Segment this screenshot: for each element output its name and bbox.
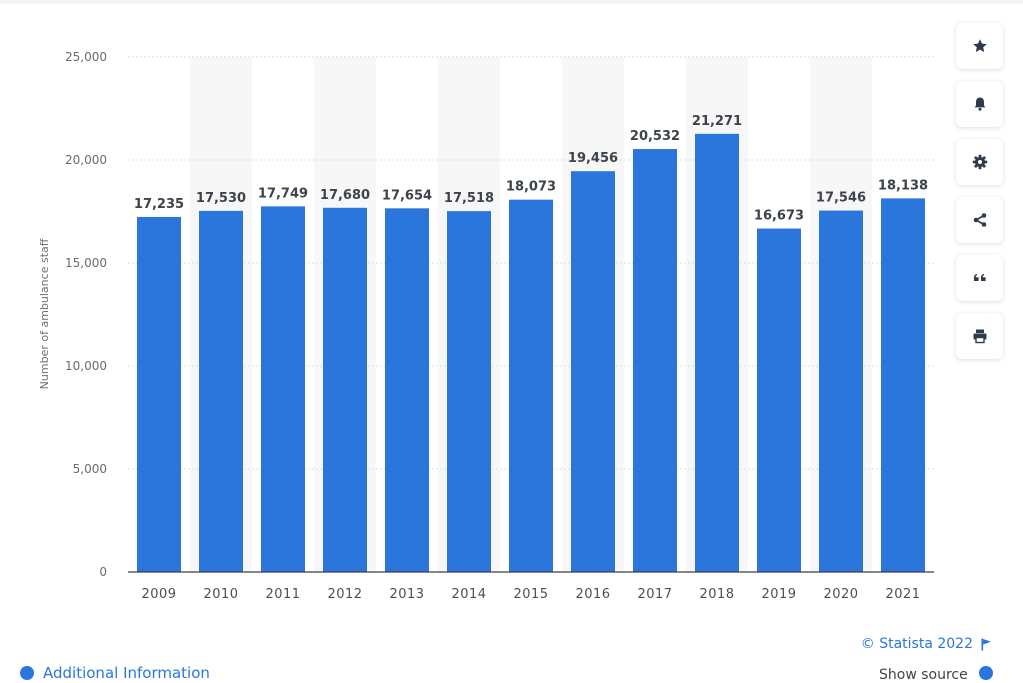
notification-button[interactable] — [956, 81, 1003, 127]
data-label: 18,073 — [506, 180, 556, 195]
x-tick-label: 2011 — [265, 587, 300, 602]
settings-button[interactable] — [956, 139, 1003, 185]
credit-text[interactable]: © Statista 2022 — [860, 636, 973, 652]
bar-2021[interactable] — [881, 198, 925, 573]
data-label: 16,673 — [754, 209, 804, 224]
x-tick-label: 2021 — [885, 587, 920, 602]
x-tick-label: 2015 — [513, 587, 548, 602]
statista-credit[interactable]: © Statista 2022 — [861, 636, 992, 652]
bar-chart: 0 5,000 10,000 15,000 20,000 25,000 17,235 2009… — [38, 50, 934, 602]
y-axis-label: Number of ambulance staff — [38, 238, 51, 389]
y-tick-label: 25,000 — [65, 50, 107, 64]
x-tick-label: 2012 — [327, 587, 362, 602]
bar-2013[interactable] — [385, 208, 429, 572]
bar-2015[interactable] — [509, 199, 553, 572]
favorite-button[interactable] — [956, 23, 1003, 69]
y-tick-label: 10,000 — [65, 359, 107, 373]
y-tick-label: 0 — [99, 565, 107, 579]
data-label: 17,518 — [444, 191, 494, 206]
show-source-link[interactable]: Show source — [879, 667, 968, 683]
bar-2012[interactable] — [323, 207, 367, 573]
bar-2019[interactable] — [757, 228, 801, 572]
x-tick-label: 2018 — [699, 587, 734, 602]
data-label: 17,546 — [816, 191, 866, 206]
y-tick-label: 20,000 — [65, 153, 107, 167]
bar-2014[interactable] — [447, 211, 491, 572]
data-label: 21,271 — [692, 114, 742, 129]
bar-2017[interactable] — [633, 149, 677, 572]
y-tick-label: 15,000 — [65, 256, 107, 270]
info-icon — [20, 666, 34, 680]
x-tick-label: 2009 — [141, 587, 176, 602]
y-tick-label: 5,000 — [73, 462, 107, 476]
share-button[interactable] — [956, 197, 1003, 243]
print-button[interactable] — [956, 313, 1003, 359]
flag-icon[interactable] — [981, 638, 992, 651]
bar-2016[interactable] — [571, 171, 615, 572]
data-label: 20,532 — [630, 129, 680, 144]
share-icon — [973, 213, 986, 227]
data-label: 19,456 — [568, 151, 618, 166]
show-source-icon — [979, 666, 993, 680]
data-label: 17,654 — [382, 188, 432, 203]
data-label: 18,138 — [878, 178, 928, 193]
bar-2020[interactable] — [819, 210, 863, 572]
x-tick-label: 2019 — [761, 587, 796, 602]
x-tick-label: 2013 — [389, 587, 424, 602]
gear-icon — [972, 154, 987, 170]
bar-2018[interactable] — [695, 133, 739, 573]
additional-information-link[interactable]: Additional Information — [20, 664, 210, 682]
bar-2009[interactable] — [137, 216, 181, 573]
print-icon — [973, 329, 986, 344]
data-label: 17,530 — [196, 191, 246, 206]
data-label: 17,680 — [320, 188, 370, 203]
chart-toolbar — [956, 23, 1004, 371]
x-tick-label: 2020 — [823, 587, 858, 602]
x-tick-label: 2014 — [451, 587, 486, 602]
additional-information-label[interactable]: Additional Information — [43, 664, 210, 682]
data-label: 17,235 — [134, 197, 184, 212]
quote-icon — [973, 274, 986, 281]
cite-button[interactable] — [956, 255, 1003, 301]
x-tick-label: 2017 — [637, 587, 672, 602]
bar-2010[interactable] — [199, 210, 243, 572]
x-tick-label: 2016 — [575, 587, 610, 602]
star-icon — [972, 39, 987, 53]
data-label: 17,749 — [258, 186, 308, 201]
x-tick-label: 2010 — [203, 587, 238, 602]
bar-2011[interactable] — [261, 206, 305, 572]
bell-icon — [974, 97, 985, 111]
